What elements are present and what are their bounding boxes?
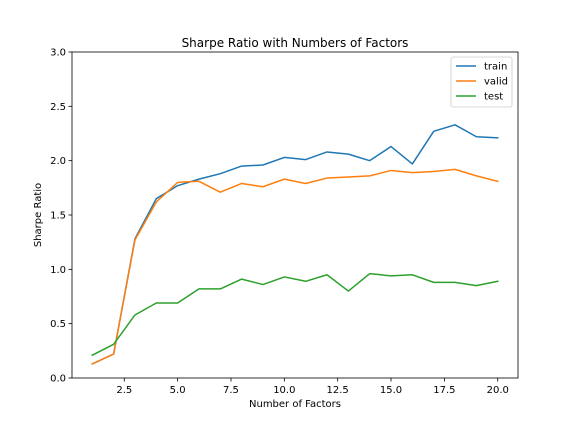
y-tick-label: 0.5: [50, 319, 66, 330]
legend-label-test: test: [484, 92, 503, 103]
chart-title: Sharpe Ratio with Numbers of Factors: [182, 36, 409, 50]
plot-area: [72, 52, 518, 378]
y-tick-label: 1.5: [50, 211, 66, 222]
x-tick-label: 12.5: [327, 385, 349, 396]
x-tick-label: 2.5: [116, 385, 132, 396]
plot-background: [72, 52, 518, 378]
x-axis-label: Number of Factors: [249, 399, 341, 410]
series-line-valid: [91, 168, 499, 365]
y-axis-ticks: 0.0 0.5 1.0 1.5 2.0 2.5 3.0: [50, 48, 72, 385]
x-axis-ticks: 2.5 5.0 7.5 10.0 12.5 15.0 17.5 20.0: [116, 378, 509, 396]
legend-label-valid: valid: [484, 77, 508, 88]
y-tick-label: 2.5: [50, 102, 66, 113]
x-tick-label: 7.5: [223, 385, 239, 396]
legend: train valid test: [450, 56, 513, 108]
x-tick-label: 20.0: [487, 385, 509, 396]
legend-label-train: train: [484, 62, 507, 73]
y-tick-label: 1.0: [50, 265, 66, 276]
series-layer: [91, 124, 499, 365]
x-tick-label: 15.0: [380, 385, 402, 396]
y-tick-label: 0.0: [50, 374, 66, 385]
legend-box: [450, 56, 513, 108]
y-axis-label: Sharpe Ratio: [33, 183, 44, 247]
y-tick-label: 3.0: [50, 48, 66, 59]
y-tick-label: 2.0: [50, 156, 66, 167]
x-tick-label: 17.5: [433, 385, 455, 396]
x-tick-label: 10.0: [273, 385, 295, 396]
series-line-train: [91, 124, 499, 365]
series-line-test: [91, 272, 499, 357]
x-tick-label: 5.0: [170, 385, 186, 396]
